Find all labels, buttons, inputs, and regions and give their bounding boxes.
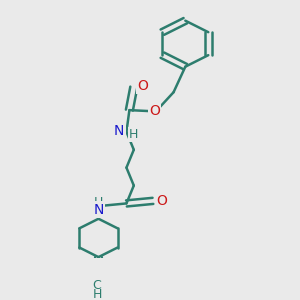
Text: N: N [93,203,104,217]
Text: H: H [94,196,103,208]
Text: O: O [156,194,167,208]
Text: O: O [149,104,160,118]
Text: O: O [137,79,148,93]
Text: N: N [114,124,124,138]
Text: H: H [92,288,102,300]
Text: C: C [93,279,101,292]
Text: H: H [129,128,139,141]
